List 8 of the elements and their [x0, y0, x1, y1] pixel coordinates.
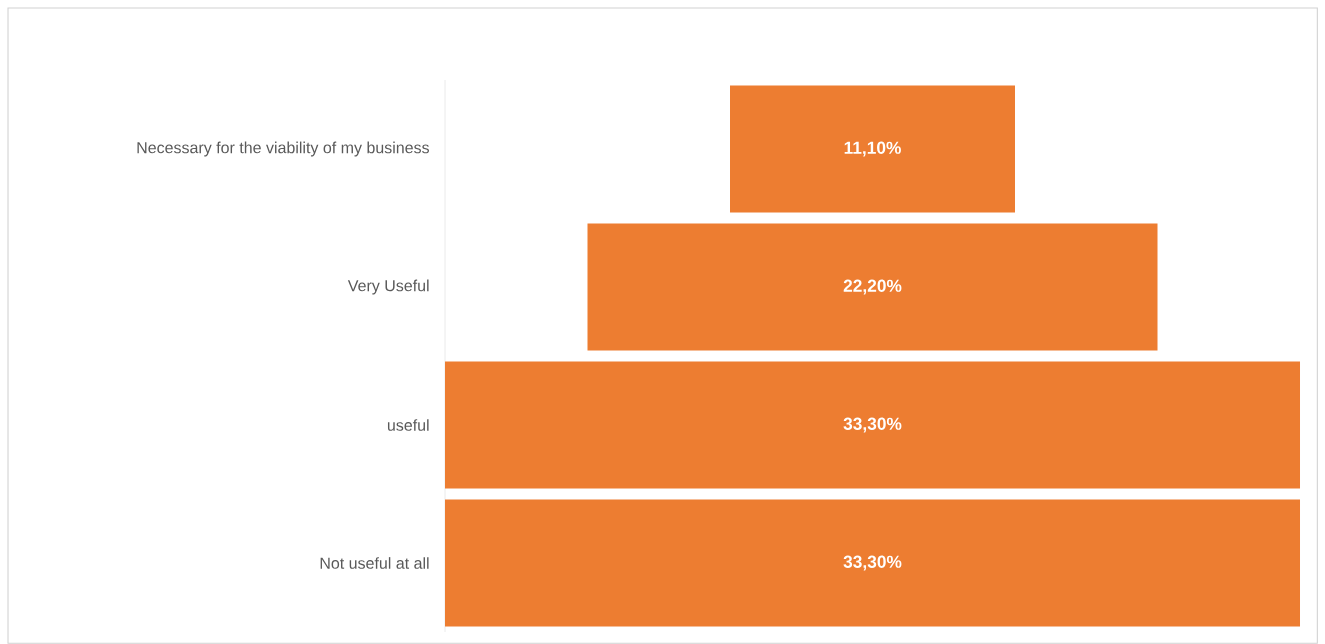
data-label: 33,30% [843, 417, 902, 433]
data-label: 11,10% [844, 141, 901, 157]
category-label: Necessary for the viability of my business [137, 141, 430, 157]
category-label: useful [387, 419, 429, 431]
data-label: 22,20% [843, 279, 902, 295]
data-label: 33,30% [843, 555, 902, 571]
category-label: Very Useful [347, 279, 429, 295]
category-label: Not useful at all [320, 557, 429, 569]
